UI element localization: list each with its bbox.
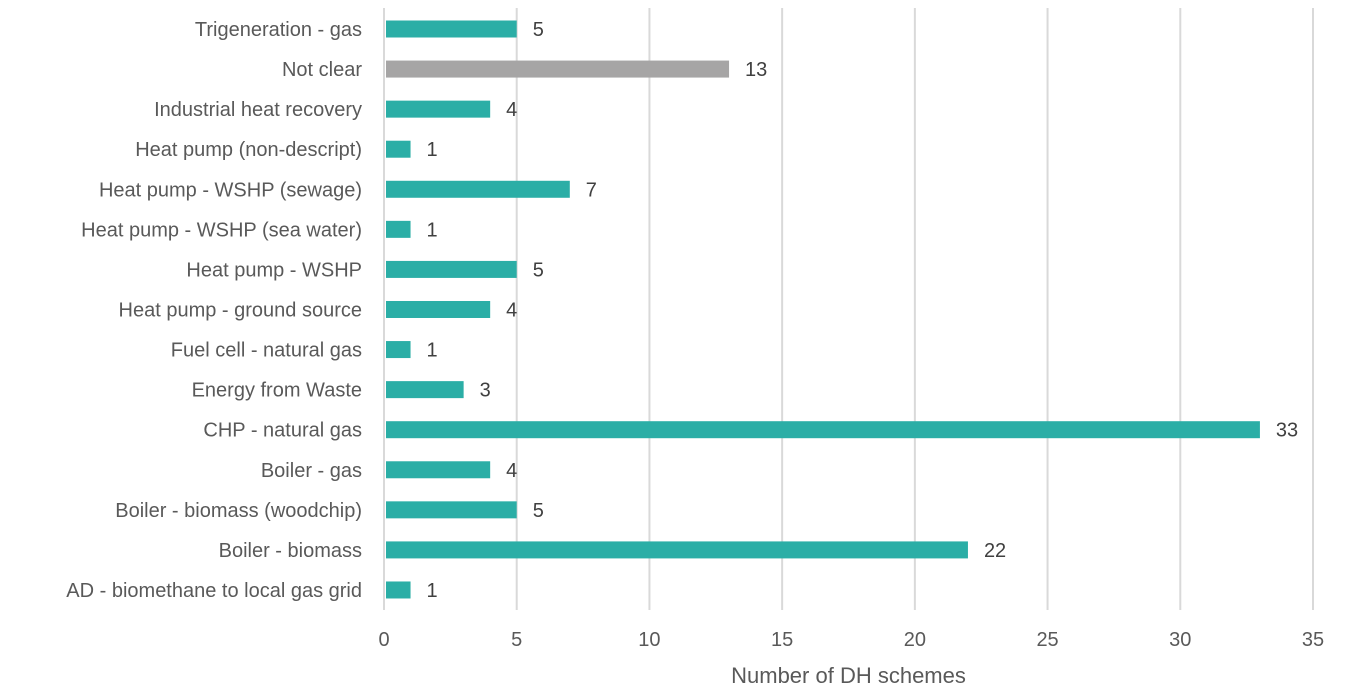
data-label: 4 [506,99,517,121]
bar [386,260,517,278]
data-label: 33 [1276,420,1298,442]
bar [386,100,491,118]
bar [386,140,411,158]
bar [386,421,1260,439]
category-label: Energy from Waste [192,380,362,402]
category-label: Boiler - biomass (woodchip) [115,500,362,522]
bar [386,20,517,38]
bar [386,381,464,399]
category-label: Fuel cell - natural gas [171,340,362,362]
category-label: CHP - natural gas [203,420,362,442]
data-label: 22 [984,540,1006,562]
x-tick-label: 30 [1169,629,1191,651]
data-label: 4 [506,460,517,482]
bar [386,60,730,78]
data-label: 1 [427,219,438,241]
data-label: 5 [533,19,544,41]
data-label: 1 [427,340,438,362]
data-label: 3 [480,380,491,402]
category-label: AD - biomethane to local gas grid [66,580,362,602]
bar [386,341,411,359]
data-label: 5 [533,500,544,522]
x-tick-label: 5 [511,629,522,651]
category-label: Industrial heat recovery [154,99,362,121]
x-tick-label: 15 [771,629,793,651]
category-label: Heat pump - WSHP (sea water) [81,219,362,241]
bar [386,180,570,198]
bar [386,461,491,479]
bar [386,220,411,238]
bar [386,501,517,519]
bars [386,20,1260,599]
data-label: 1 [427,139,438,161]
bar [386,581,411,599]
x-tick-label: 35 [1302,629,1324,651]
bar [386,541,968,559]
x-tick-label: 10 [638,629,660,651]
category-label: Heat pump - WSHP [186,259,362,281]
data-label: 4 [506,299,517,321]
data-label: 7 [586,179,597,201]
category-labels: Trigeneration - gas Not clear Industrial h… [66,19,362,602]
category-label: Boiler - biomass [219,540,362,562]
x-tick-label: 20 [904,629,926,651]
x-tick-label: 25 [1036,629,1058,651]
data-label: 5 [533,259,544,281]
category-label: Not clear [282,59,362,81]
category-label: Heat pump (non-descript) [135,139,362,161]
x-axis-title: Number of DH schemes [731,663,966,688]
x-tick-label: 0 [378,629,389,651]
data-label: 13 [745,59,767,81]
bar [386,300,491,318]
x-axis-ticks: 0 5 10 15 20 25 30 35 [378,629,1324,651]
gridlines [383,8,1314,610]
category-label: Heat pump - ground source [119,299,362,321]
category-label: Trigeneration - gas [195,19,362,41]
data-label: 1 [427,580,438,602]
category-label: Boiler - gas [261,460,362,482]
category-label: Heat pump - WSHP (sewage) [99,179,362,201]
